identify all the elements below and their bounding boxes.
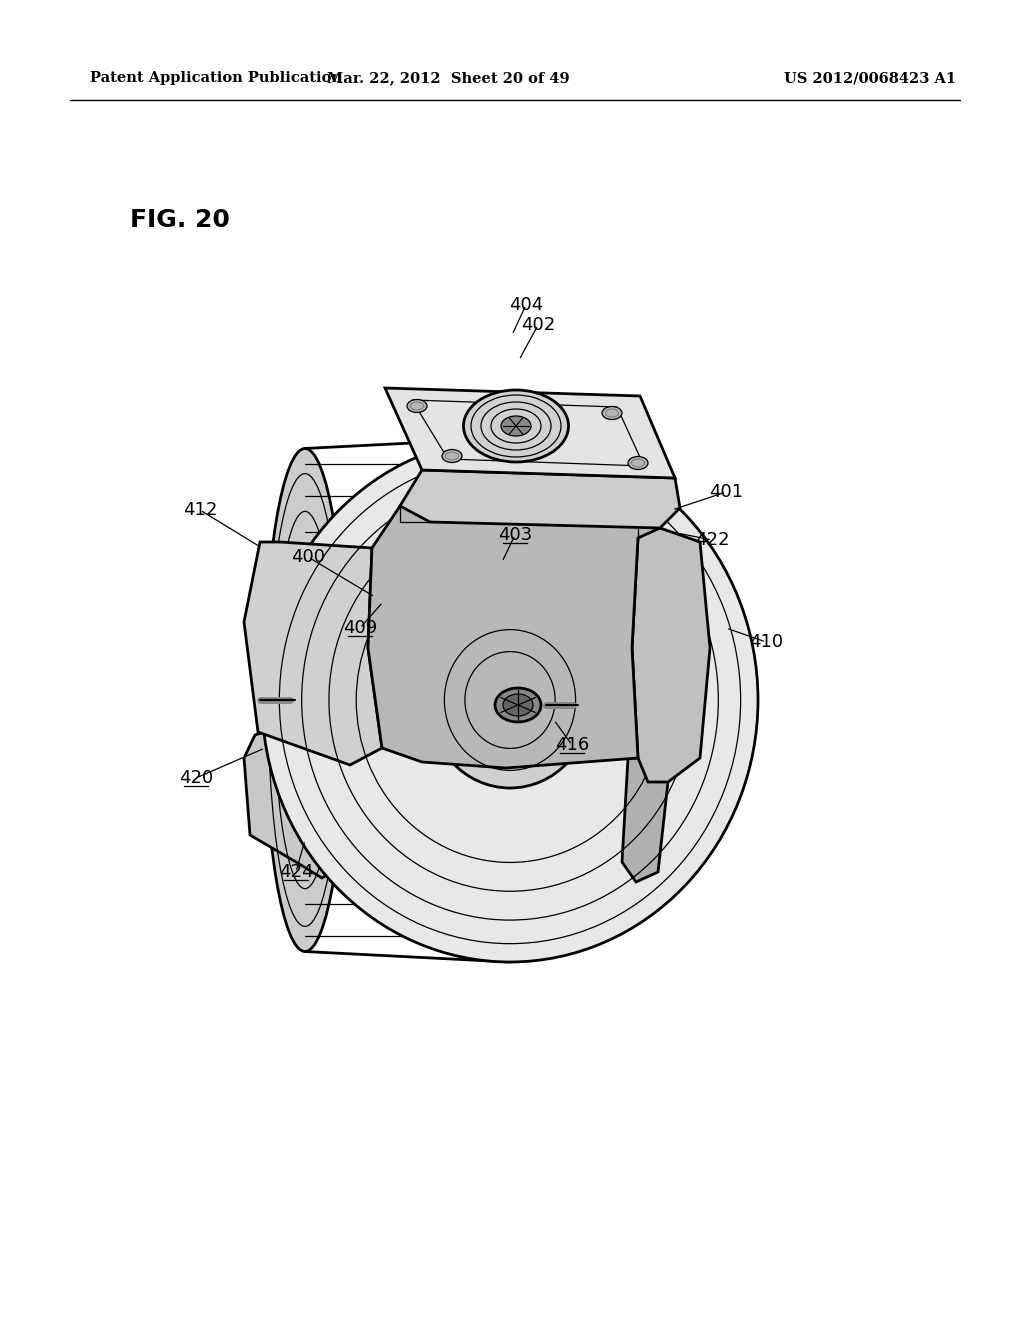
Ellipse shape [495,688,541,722]
Ellipse shape [602,407,622,420]
Ellipse shape [407,400,427,412]
Ellipse shape [262,438,758,962]
Polygon shape [368,506,660,768]
Ellipse shape [464,389,568,462]
Text: Mar. 22, 2012  Sheet 20 of 49: Mar. 22, 2012 Sheet 20 of 49 [327,71,569,84]
Text: 401: 401 [709,483,743,502]
Text: 412: 412 [183,502,217,519]
Text: 416: 416 [555,737,589,754]
Text: 424: 424 [279,863,313,880]
Polygon shape [560,528,710,781]
Polygon shape [400,470,680,528]
Text: 410: 410 [749,634,783,651]
Ellipse shape [442,450,462,462]
Text: FIG. 20: FIG. 20 [130,209,229,232]
Text: 404: 404 [509,296,543,314]
Ellipse shape [501,416,531,436]
Text: 420: 420 [179,770,213,787]
Ellipse shape [428,612,592,788]
Polygon shape [385,388,675,478]
Polygon shape [244,733,350,878]
Ellipse shape [503,694,534,715]
Text: 409: 409 [343,619,377,638]
Text: 400: 400 [291,548,325,566]
Ellipse shape [264,449,346,952]
Text: 402: 402 [521,315,555,334]
Text: 403: 403 [498,525,532,544]
Polygon shape [622,758,668,882]
Ellipse shape [628,457,648,470]
Text: 422: 422 [694,531,729,549]
Polygon shape [244,543,382,766]
Text: US 2012/0068423 A1: US 2012/0068423 A1 [784,71,956,84]
Text: Patent Application Publication: Patent Application Publication [90,71,342,84]
